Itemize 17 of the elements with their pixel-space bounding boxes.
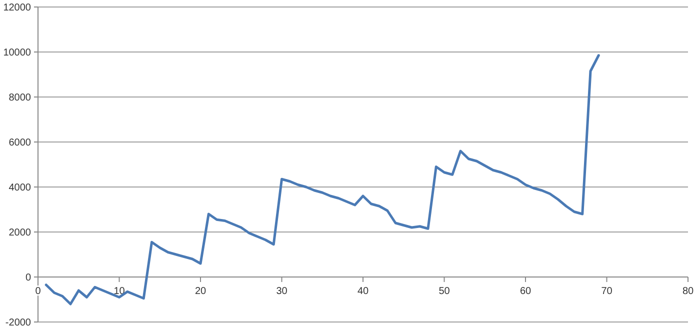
x-tick-label: 50 [438,286,450,297]
x-tick-label: 80 [682,286,694,297]
x-tick-label: 10 [114,286,126,297]
y-tick-label: 0 [25,272,32,284]
line-series [44,54,600,306]
y-tick-label: 10000 [3,48,32,58]
x-tick-label: 20 [194,286,206,297]
y-tick-label: -2000 [5,318,32,328]
y-tick-label: 6000 [8,138,32,148]
y-tick-label: 8000 [8,92,32,104]
x-tick-label: 40 [357,286,369,297]
x-tick-label: 60 [520,286,532,297]
y-tick-label: 4000 [8,182,32,194]
y-tick-label: 12000 [3,2,32,14]
y-tick-label: 2000 [8,228,32,238]
x-tick-label: 30 [276,286,288,297]
x-tick-label: 70 [601,286,613,297]
